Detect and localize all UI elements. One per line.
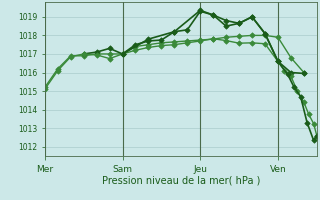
X-axis label: Pression niveau de la mer( hPa ): Pression niveau de la mer( hPa ) [102,175,260,185]
